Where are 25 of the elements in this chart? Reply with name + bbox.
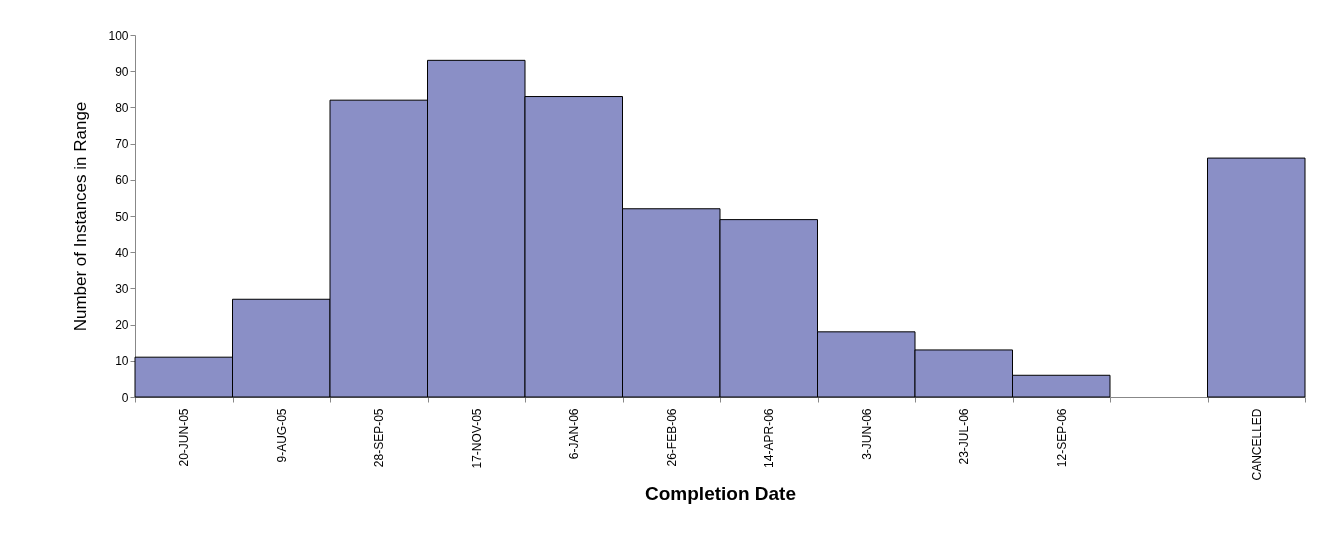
y-tick-label: 20	[115, 318, 129, 333]
x-tick-label: 9-AUG-05	[274, 408, 289, 463]
y-tick-label: 70	[115, 137, 129, 152]
x-tick-label: CANCELLED	[1249, 408, 1264, 481]
x-tick-label: 6-JAN-06	[567, 408, 582, 460]
x-tick-label: 28-SEP-05	[372, 408, 387, 468]
y-tick-label: 80	[115, 100, 129, 115]
y-tick-label: 10	[115, 354, 129, 369]
x-tick-label: 20-JUN-05	[177, 408, 192, 467]
bar	[1207, 157, 1306, 398]
y-tick-label: 60	[115, 173, 129, 188]
y-tick-label: 50	[115, 209, 129, 224]
y-tick-label: 0	[121, 390, 129, 405]
x-tick-label: 26-FEB-06	[664, 408, 679, 467]
y-tick-label: 100	[108, 28, 129, 43]
y-tick-label: 40	[115, 245, 129, 260]
y-axis-title: Number of Instances in Range	[71, 101, 91, 332]
x-tick-label: 17-NOV-05	[469, 408, 484, 469]
x-tick-label: 3-JUN-06	[859, 408, 874, 460]
x-tick-label: 23-JUL-06	[957, 408, 972, 465]
x-tick-label: 14-APR-06	[762, 408, 777, 468]
y-tick-label: 90	[115, 64, 129, 79]
x-axis-title: Completion Date	[645, 482, 796, 504]
x-tick-label: 12-SEP-06	[1054, 408, 1069, 468]
y-tick-label: 30	[115, 281, 129, 296]
